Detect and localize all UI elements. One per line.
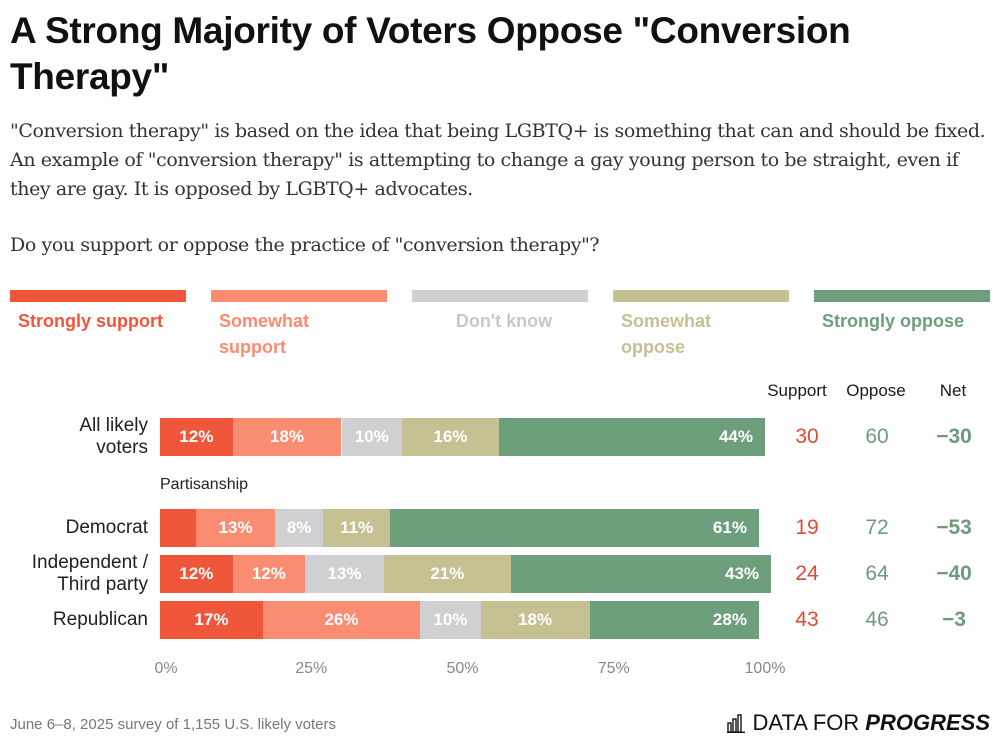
bar-segment-strongly-support: 12% bbox=[160, 418, 233, 456]
bar-segment-strongly-support: 17% bbox=[160, 601, 263, 639]
x-tick-label: 50% bbox=[446, 660, 479, 677]
legend-label: Strongly support bbox=[18, 311, 163, 331]
bar-value-label: 17% bbox=[194, 610, 229, 629]
bar-segment-strongly-support: 12% bbox=[160, 555, 233, 593]
bar-segment-don-t-know: 13% bbox=[305, 555, 384, 593]
bar-segment-somewhat-oppose: 16% bbox=[402, 418, 499, 456]
net-value: −40 bbox=[936, 562, 972, 585]
column-header-support: Support bbox=[767, 381, 827, 400]
legend-swatch bbox=[613, 290, 789, 302]
bar-value-label: 61% bbox=[712, 518, 747, 537]
bar-segment-somewhat-support: 12% bbox=[232, 555, 306, 593]
bar-value-label: 43% bbox=[725, 564, 760, 583]
bar-value-label: 26% bbox=[324, 610, 359, 629]
legend-swatch bbox=[10, 290, 186, 302]
row-label-all-likely-voters: All likely voters bbox=[79, 415, 148, 458]
bar-value-label: 16% bbox=[433, 427, 468, 446]
bar-value-label: 12% bbox=[179, 427, 214, 446]
x-tick-label: 0% bbox=[154, 660, 178, 677]
column-header-net: Net bbox=[939, 381, 967, 400]
bar-segment-don-t-know: 10% bbox=[341, 418, 402, 456]
bar-segment-somewhat-support: 13% bbox=[196, 509, 275, 547]
support-value: 30 bbox=[795, 425, 819, 448]
oppose-value: 60 bbox=[865, 425, 889, 448]
legend-item-somewhat-oppose: Somewhat oppose bbox=[613, 290, 789, 360]
legend-item-strongly-oppose: Strongly oppose bbox=[814, 290, 990, 334]
net-value: −3 bbox=[942, 608, 966, 631]
bar-segment-don-t-know: 10% bbox=[420, 601, 481, 639]
legend-item-strongly-support: Strongly support bbox=[10, 290, 186, 334]
oppose-value: 72 bbox=[865, 516, 889, 539]
bar-segment-strongly-oppose: 43% bbox=[510, 555, 772, 593]
row-label-independent-third-party: Independent / Third party bbox=[31, 552, 148, 595]
legend-swatch bbox=[814, 290, 990, 302]
bar-value-label: 44% bbox=[718, 427, 753, 446]
brand-name-bold: PROGRESS bbox=[865, 710, 990, 735]
bar-value-label: 12% bbox=[179, 564, 214, 583]
oppose-value: 46 bbox=[865, 608, 889, 631]
support-value: 43 bbox=[795, 608, 819, 631]
brand-logo: DATA FOR PROGRESS bbox=[726, 710, 990, 736]
bar-segment-somewhat-support: 26% bbox=[262, 601, 421, 639]
bar-value-label: 18% bbox=[518, 610, 553, 629]
oppose-value: 64 bbox=[865, 562, 889, 585]
brand-name-regular: DATA FOR bbox=[752, 710, 860, 735]
bar-segment-somewhat-oppose: 21% bbox=[383, 555, 511, 593]
support-value: 24 bbox=[795, 562, 819, 585]
x-tick-label: 75% bbox=[597, 660, 630, 677]
legend-swatch bbox=[412, 290, 588, 302]
bar-value-label: 12% bbox=[251, 564, 286, 583]
bar-value-label: 13% bbox=[327, 564, 362, 583]
bar-value-label: 13% bbox=[218, 518, 253, 537]
x-tick-label: 100% bbox=[744, 660, 786, 677]
bar-chart-logo-icon bbox=[726, 714, 745, 733]
row-label-republican: Republican bbox=[52, 609, 148, 630]
bar-value-label: 10% bbox=[354, 427, 389, 446]
chart-title: A Strong Majority of Voters Oppose "Conv… bbox=[10, 10, 851, 97]
x-tick-label: 25% bbox=[295, 660, 328, 677]
legend-item-somewhat-support: Somewhat support bbox=[211, 290, 387, 360]
net-value: −30 bbox=[936, 425, 972, 448]
legend-label: Strongly oppose bbox=[822, 311, 965, 331]
chart-description: "Conversion therapy" is based on the ide… bbox=[10, 120, 986, 200]
bar-value-label: 21% bbox=[430, 564, 465, 583]
bar-segment-somewhat-oppose: 11% bbox=[323, 509, 390, 547]
bar-value-label: 8% bbox=[286, 518, 312, 537]
survey-note: June 6–8, 2025 survey of 1,155 U.S. like… bbox=[10, 716, 337, 733]
bar-segment-strongly-oppose: 44% bbox=[498, 418, 765, 456]
bar-segment-strongly-oppose: 61% bbox=[389, 509, 759, 547]
bar-value-label: 10% bbox=[433, 610, 468, 629]
bar-segment-strongly-oppose: 28% bbox=[589, 601, 759, 639]
legend-item-don-t-know: Don't know bbox=[412, 290, 588, 334]
group-label-partisanship: Partisanship bbox=[160, 476, 249, 493]
survey-question: Do you support or oppose the practice of… bbox=[10, 234, 600, 256]
row-label-democrat: Democrat bbox=[65, 517, 148, 538]
bar-value-label: 28% bbox=[712, 610, 747, 629]
legend-label: Don't know bbox=[455, 311, 553, 331]
bar-value-label: 11% bbox=[340, 518, 374, 537]
column-header-oppose: Oppose bbox=[846, 381, 906, 400]
net-value: −53 bbox=[936, 516, 972, 539]
bar-segment-somewhat-oppose: 18% bbox=[480, 601, 590, 639]
bar-segment-strongly-support bbox=[160, 509, 197, 547]
support-value: 19 bbox=[795, 516, 819, 539]
legend-swatch bbox=[211, 290, 387, 302]
bar-segment-don-t-know: 8% bbox=[274, 509, 324, 547]
legend-label: Somewhat oppose bbox=[621, 311, 712, 357]
bar-value-label: 18% bbox=[270, 427, 305, 446]
legend-label: Somewhat support bbox=[219, 311, 310, 357]
bar-segment-somewhat-support: 18% bbox=[232, 418, 342, 456]
